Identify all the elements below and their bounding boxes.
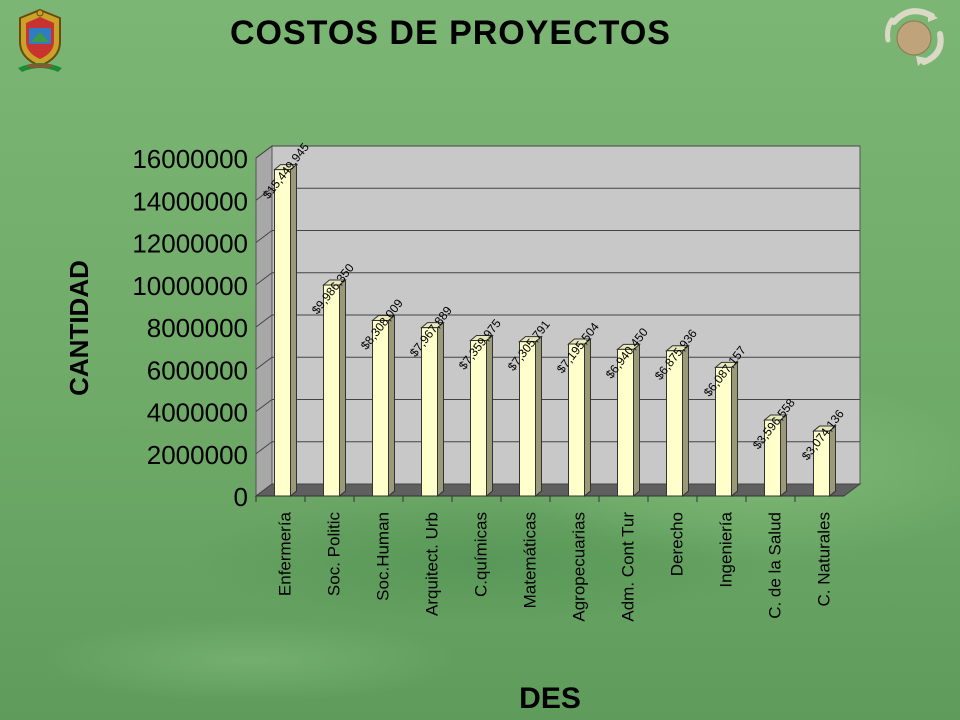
x-tick-label: Arquitect. Urb — [423, 512, 442, 616]
gridline-diagonal — [255, 441, 273, 455]
gridline-diagonal — [255, 356, 273, 370]
x-axis: Enfermería Soc. Politic Soc.Human Arquitect… — [255, 495, 844, 622]
x-axis-title: DES — [519, 682, 581, 715]
bar — [665, 344, 690, 498]
y-tick-label: 4000000 — [147, 398, 248, 428]
x-tick-label: Agropecuarias — [570, 512, 589, 622]
bar — [812, 424, 837, 498]
gridline-diagonal — [255, 230, 273, 243]
gridline-diagonal — [255, 187, 273, 201]
bar-front — [421, 327, 438, 497]
x-tick-label: Soc. Politic — [325, 512, 344, 597]
x-tick-label: Enfermería — [276, 511, 295, 596]
x-tick-label: C.químicas — [472, 512, 491, 597]
y-axis-title: CANTIDAD — [64, 260, 94, 396]
bar-side — [584, 337, 591, 498]
cycle-emblem-icon — [885, 8, 944, 66]
university-crest-icon — [18, 8, 62, 72]
x-tick-label: Derecho — [668, 512, 687, 576]
bar-front — [274, 169, 291, 497]
x-tick-label: C. Naturales — [815, 512, 834, 606]
gridline-diagonal — [255, 272, 273, 286]
bar-front — [372, 319, 389, 497]
gridline-diagonal — [255, 145, 273, 159]
bar-side — [388, 314, 395, 498]
y-tick-label: 2000000 — [147, 440, 248, 470]
plot-area — [254, 145, 862, 497]
bar — [273, 163, 298, 498]
chart-title: COSTOS DE PROYECTOS — [230, 14, 671, 52]
bars-group — [273, 163, 837, 498]
y-tick-label: 6000000 — [147, 355, 248, 385]
bar-side — [780, 413, 787, 498]
bar — [714, 361, 739, 498]
y-tick-label: 8000000 — [147, 313, 248, 343]
x-tick-label: Soc.Human — [374, 512, 393, 601]
gridline-diagonal — [255, 399, 273, 412]
x-tick-label: Ingeniería — [717, 511, 736, 587]
gridline-diagonal — [255, 314, 273, 328]
y-tick-label: 16000000 — [132, 144, 248, 174]
bar — [518, 335, 543, 498]
bar — [567, 337, 592, 498]
x-tick-label: Adm. Cont Tur — [619, 512, 638, 622]
bar — [322, 278, 347, 498]
bar-side — [633, 343, 640, 498]
bar-side — [437, 321, 444, 498]
y-tick-label: 0 — [234, 482, 248, 512]
y-tick-label: 10000000 — [132, 271, 248, 301]
bar — [763, 413, 788, 498]
x-tick-label: Matemáticas — [521, 512, 540, 608]
y-tick-label: 12000000 — [132, 229, 248, 259]
bar-side — [731, 361, 738, 498]
bar-side — [339, 278, 346, 498]
bar-side — [535, 335, 542, 498]
y-axis: 0 2000000 4000000 6000000 8000000 10000000 120… — [132, 144, 248, 512]
y-tick-label: 14000000 — [132, 186, 248, 216]
bar — [371, 314, 396, 498]
bar-front — [323, 284, 340, 497]
bar-side — [486, 334, 493, 498]
x-tick-label: C. de la Salud — [766, 512, 785, 619]
bar — [616, 343, 641, 498]
bar-side — [682, 344, 689, 498]
bar-side — [290, 163, 297, 498]
